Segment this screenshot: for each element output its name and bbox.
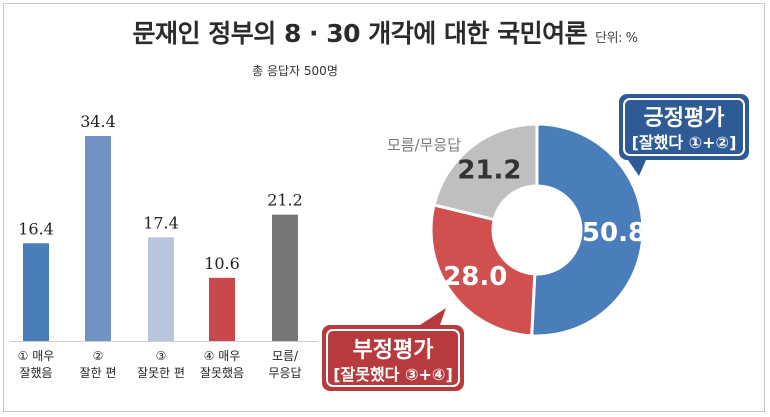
- negative-callout-sub: [잘못했다 ③+④]: [333, 365, 453, 384]
- negative-callout-border: [326, 329, 460, 387]
- donut-value-3: 21.2: [457, 155, 521, 185]
- donut-slice-1: [530, 122, 645, 338]
- respondents-label: 총 응답자 500명: [252, 64, 338, 78]
- bar-2: [85, 136, 111, 341]
- bar-category-2-line1: ②: [93, 349, 104, 363]
- bar-category-4-line1: ④ 매우: [204, 349, 241, 363]
- bar-5: [272, 214, 298, 341]
- positive-callout-sub: [잘했다 ①+②]: [632, 133, 737, 152]
- bar-value-5: 21.2: [267, 191, 303, 210]
- bar-4: [209, 277, 235, 341]
- donut-slice-2: [429, 203, 537, 338]
- donut-label-dont-know: 모름/무응답: [387, 136, 461, 154]
- negative-callout-pointer: [420, 308, 446, 325]
- bar-category-1-line1: ① 매우: [18, 349, 55, 363]
- positive-callout-box: [619, 94, 749, 160]
- bar-category-3-line1: ③: [156, 349, 167, 363]
- bar-category-1-line2: 잘했음: [19, 366, 52, 380]
- bar-1: [23, 243, 49, 341]
- negative-callout-title: 부정평가: [353, 338, 434, 363]
- positive-callout-title: 긍정평가: [644, 106, 725, 131]
- positive-callout-border: [623, 98, 745, 156]
- bar-3: [148, 237, 174, 341]
- chart-title: 문재인 정부의 8 · 30 개각에 대한 국민여론 단위: %: [0, 14, 770, 50]
- unit-label: 단위: %: [595, 31, 638, 46]
- donut-slice-3: [432, 122, 539, 222]
- bar-category-2-line2: 잘한 편: [80, 366, 117, 380]
- bar-category-4-line2: 잘못했음: [200, 366, 244, 380]
- bar-value-1: 16.4: [18, 219, 54, 238]
- negative-callout-box: [322, 325, 464, 391]
- chart-title-text: 문재인 정부의 8 · 30 개각에 대한 국민여론: [132, 19, 588, 48]
- bar-value-3: 17.4: [143, 213, 179, 232]
- bar-category-5-line1: 모름/: [272, 349, 299, 363]
- donut-value-1: 50.8: [582, 218, 646, 248]
- bar-value-4: 10.6: [204, 254, 240, 273]
- bar-value-2: 34.4: [80, 112, 116, 131]
- bar-category-3-line2: 잘못한 편: [137, 366, 185, 380]
- bar-category-5-line2: 무응답: [268, 366, 301, 380]
- positive-callout-pointer: [628, 160, 646, 176]
- donut-value-2: 28.0: [443, 262, 507, 292]
